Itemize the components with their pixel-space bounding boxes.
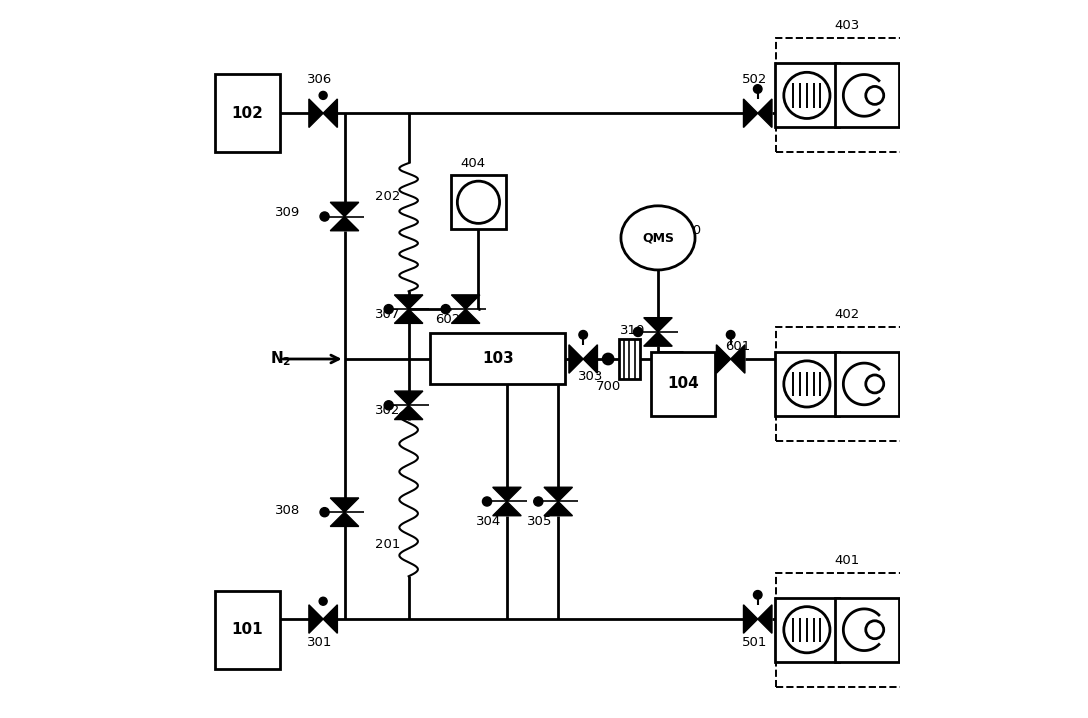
Text: 304: 304: [477, 515, 502, 528]
Circle shape: [866, 621, 883, 639]
Polygon shape: [569, 345, 583, 373]
Bar: [834, 352, 899, 416]
Bar: [214, 74, 281, 152]
Polygon shape: [544, 501, 572, 516]
Polygon shape: [493, 501, 521, 516]
Text: 308: 308: [275, 503, 300, 516]
Polygon shape: [644, 317, 672, 332]
Polygon shape: [743, 99, 757, 128]
Bar: [430, 332, 566, 384]
Polygon shape: [394, 405, 423, 419]
Polygon shape: [394, 309, 423, 323]
Polygon shape: [743, 605, 757, 633]
Text: 402: 402: [834, 308, 860, 322]
Bar: [651, 352, 715, 416]
Circle shape: [866, 86, 883, 104]
Bar: [619, 340, 640, 378]
Bar: [452, 175, 506, 229]
Text: 403: 403: [834, 19, 860, 32]
Text: 501: 501: [742, 636, 767, 649]
Circle shape: [384, 304, 393, 314]
Circle shape: [603, 353, 614, 365]
Polygon shape: [323, 99, 337, 128]
Polygon shape: [731, 345, 745, 373]
Polygon shape: [331, 498, 359, 512]
Ellipse shape: [621, 206, 695, 270]
Circle shape: [319, 91, 327, 99]
Circle shape: [319, 597, 327, 605]
Text: 301: 301: [307, 636, 332, 649]
Bar: [775, 63, 839, 128]
Text: 305: 305: [528, 515, 553, 528]
Circle shape: [754, 590, 762, 599]
Text: $\mathbf{N_2}$: $\mathbf{N_2}$: [270, 350, 292, 368]
Text: 601: 601: [725, 340, 751, 353]
Circle shape: [866, 375, 883, 393]
Circle shape: [633, 327, 643, 337]
Text: 800: 800: [677, 224, 702, 237]
Polygon shape: [323, 605, 337, 633]
Bar: [775, 352, 839, 416]
Text: 104: 104: [667, 376, 698, 391]
Bar: [776, 573, 918, 686]
Polygon shape: [452, 309, 480, 323]
Text: QMS: QMS: [642, 231, 673, 244]
Circle shape: [783, 607, 830, 653]
Polygon shape: [493, 488, 521, 501]
Polygon shape: [757, 99, 772, 128]
Bar: [214, 590, 281, 669]
Text: 303: 303: [578, 370, 604, 383]
Polygon shape: [544, 488, 572, 501]
Text: 302: 302: [374, 404, 400, 416]
Text: 306: 306: [307, 73, 332, 86]
Circle shape: [320, 508, 330, 517]
Circle shape: [783, 73, 830, 118]
Circle shape: [482, 497, 492, 506]
Bar: [834, 597, 899, 662]
Text: 700: 700: [596, 380, 621, 393]
Polygon shape: [331, 512, 359, 526]
Text: 401: 401: [834, 554, 860, 567]
Polygon shape: [583, 345, 597, 373]
Text: 309: 309: [275, 206, 300, 219]
Polygon shape: [331, 217, 359, 230]
Polygon shape: [644, 332, 672, 346]
Circle shape: [754, 85, 762, 93]
Circle shape: [783, 361, 830, 407]
Text: 201: 201: [374, 538, 400, 551]
Bar: [776, 38, 918, 152]
Circle shape: [441, 304, 450, 314]
Polygon shape: [309, 99, 323, 128]
Circle shape: [579, 330, 588, 339]
Circle shape: [384, 401, 393, 410]
Polygon shape: [394, 295, 423, 309]
Text: 102: 102: [232, 106, 263, 121]
Text: 101: 101: [232, 623, 263, 638]
Polygon shape: [452, 295, 480, 309]
Bar: [834, 63, 899, 128]
Bar: [775, 597, 839, 662]
Polygon shape: [757, 605, 772, 633]
Circle shape: [534, 497, 543, 506]
Circle shape: [727, 330, 734, 339]
Polygon shape: [394, 391, 423, 405]
Polygon shape: [331, 202, 359, 217]
Text: 602: 602: [435, 312, 460, 325]
Circle shape: [320, 212, 330, 221]
Text: 310: 310: [620, 324, 645, 337]
Text: 404: 404: [460, 157, 485, 169]
Text: 307: 307: [374, 308, 400, 322]
Text: 202: 202: [374, 190, 400, 203]
Text: 502: 502: [742, 73, 767, 86]
Text: 103: 103: [482, 351, 514, 365]
Bar: [776, 327, 918, 441]
Polygon shape: [309, 605, 323, 633]
Circle shape: [457, 181, 499, 223]
Polygon shape: [716, 345, 731, 373]
